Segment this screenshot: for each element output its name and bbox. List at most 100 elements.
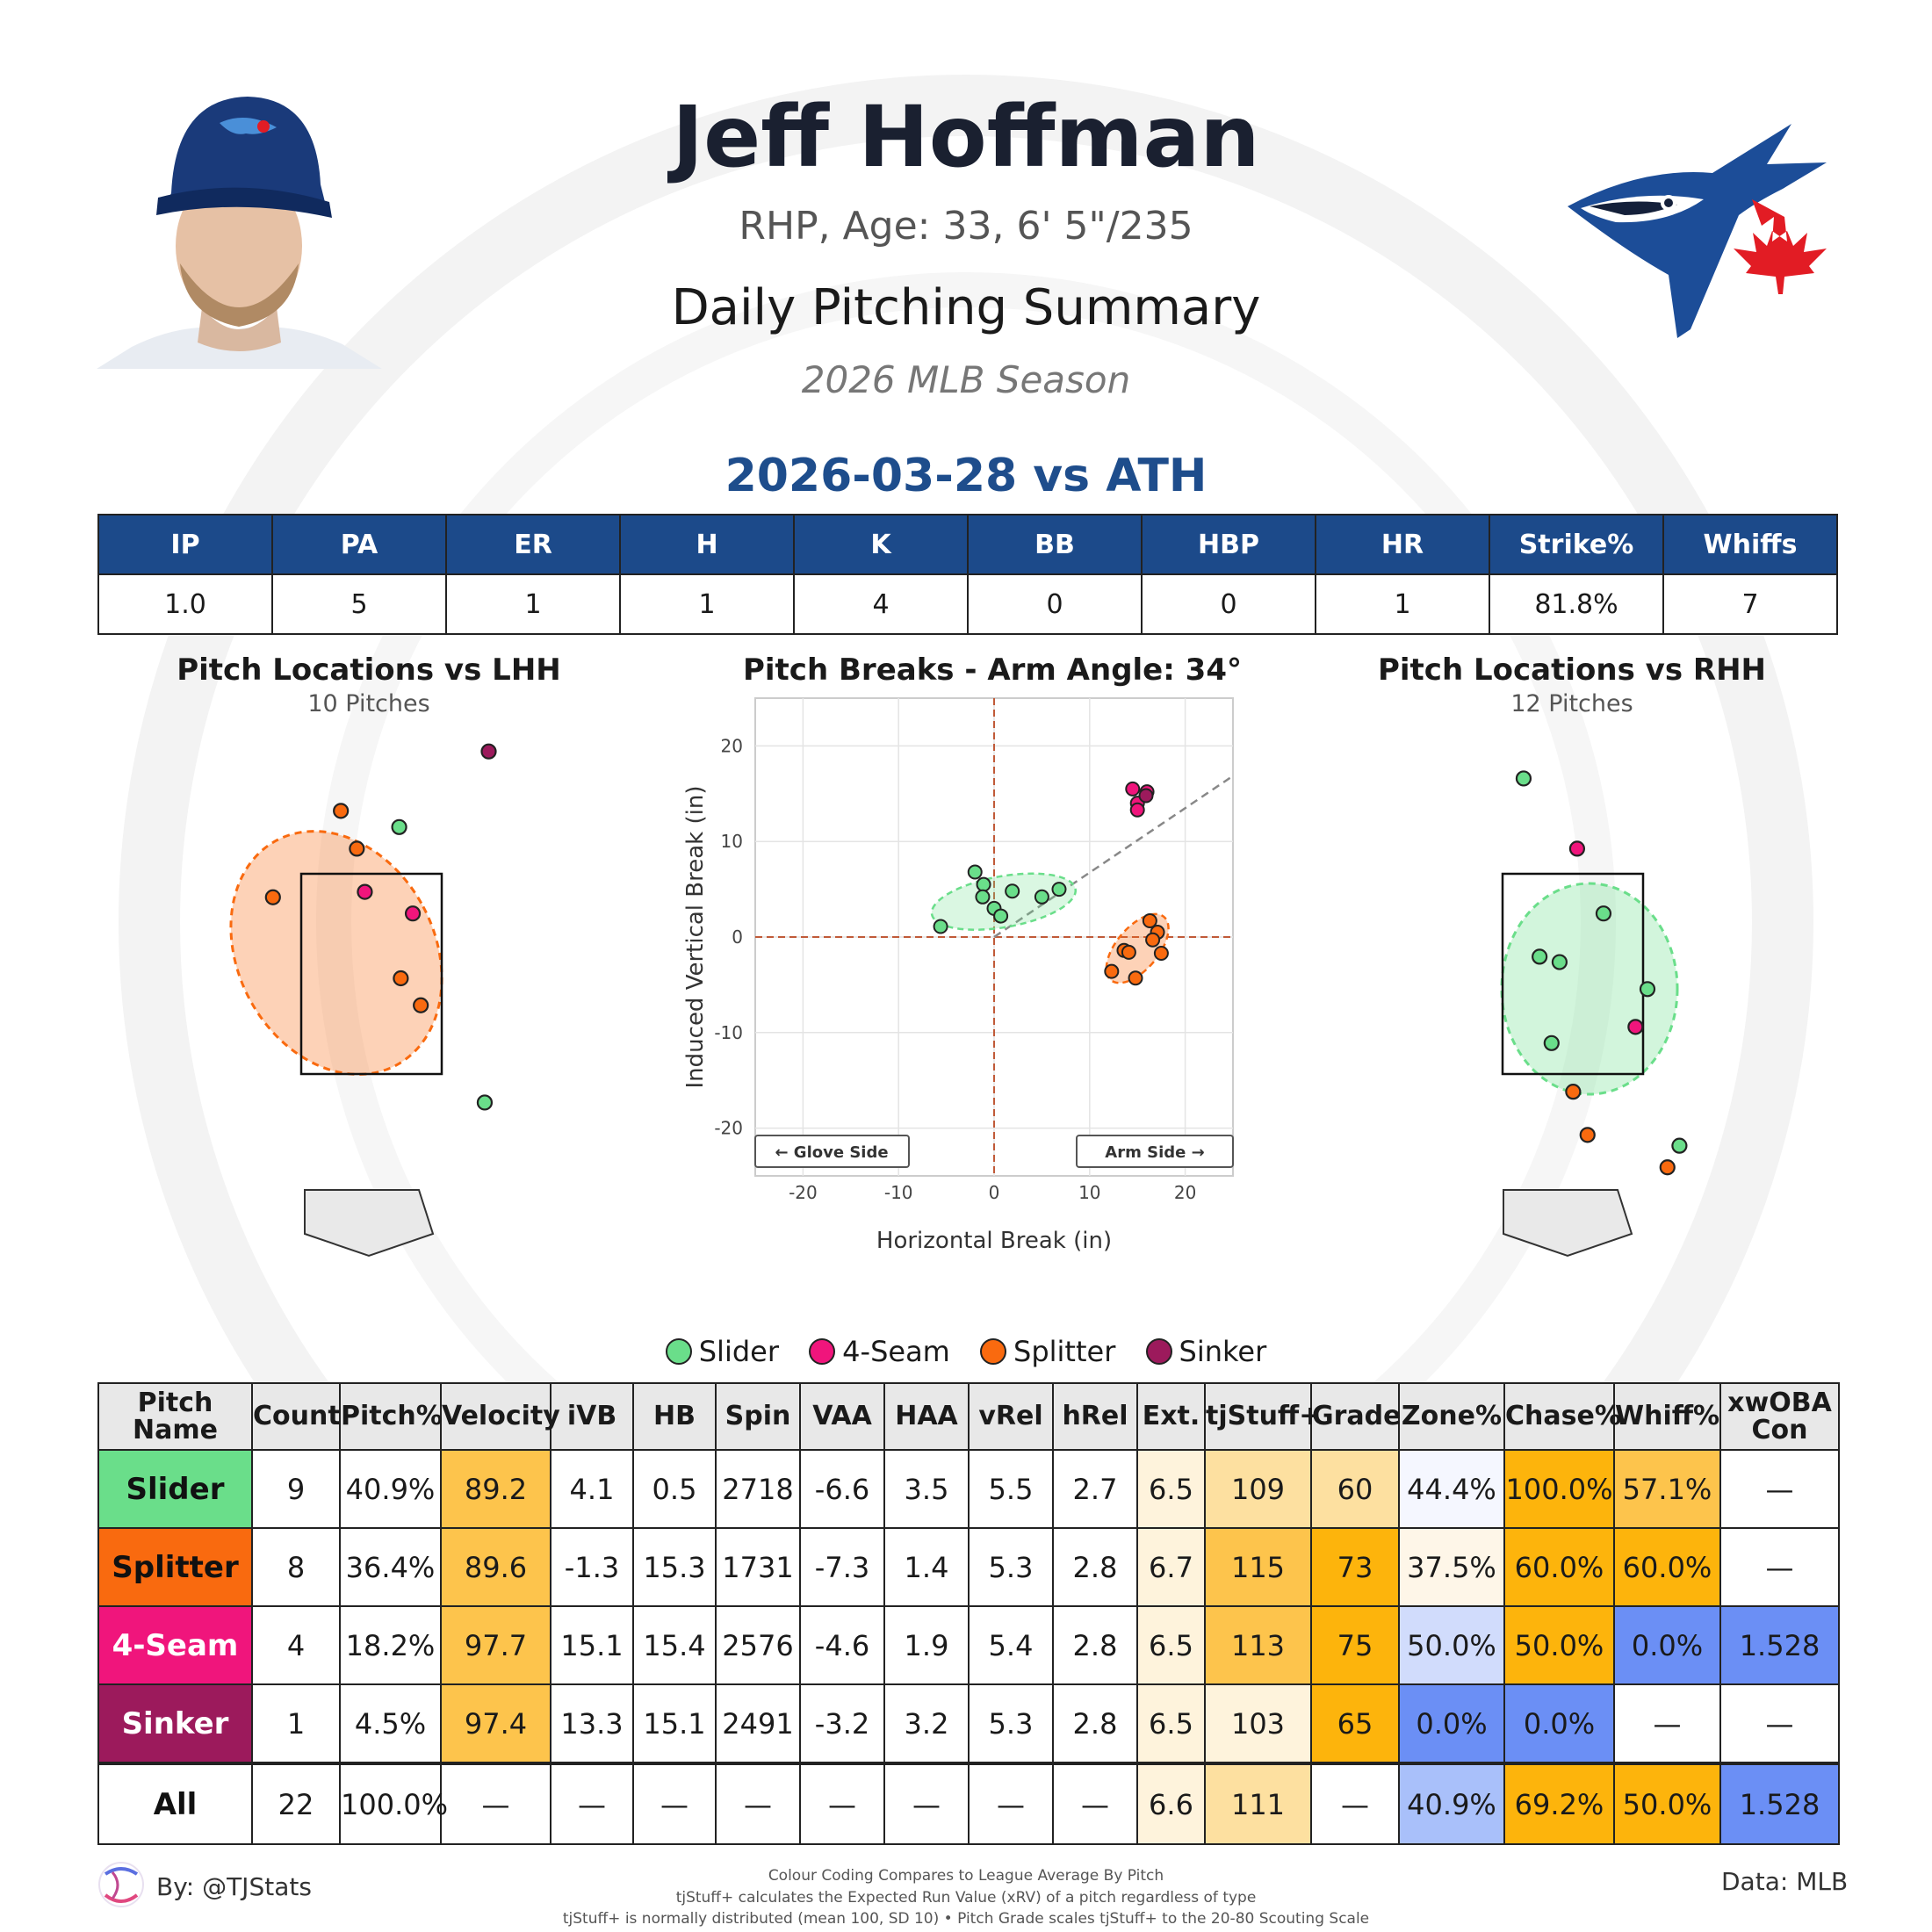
pitch-point-slider: [391, 818, 407, 835]
blue-jays-logo-icon: [1568, 124, 1827, 338]
pitch-table-header-ivb: iVB: [550, 1382, 634, 1451]
slider-cluster-ellipse: [930, 872, 1078, 931]
pitch-metric-cell: 57.1%: [1613, 1449, 1721, 1529]
pitch-metric-cell: 1731: [715, 1527, 801, 1607]
pitch-metric-cell: 89.6: [440, 1527, 551, 1607]
stat-header: HR: [1315, 514, 1490, 575]
pitch-metric-cell: 2.7: [1052, 1449, 1138, 1529]
pitch-table-header-haa: HAA: [883, 1382, 970, 1451]
legend-label: Sinker: [1179, 1335, 1267, 1368]
pitch-table-header-spin: Spin: [715, 1382, 801, 1451]
home-plate: [1503, 1189, 1633, 1258]
player-headshot-icon: [97, 97, 382, 369]
lhh-chart-subtitle: 10 Pitches: [307, 690, 430, 717]
pitch-table-header-hb: HB: [632, 1382, 717, 1451]
pitch-metric-cell: 9: [251, 1449, 341, 1529]
pitch-point-splitter: [393, 970, 409, 987]
pitch-metric-cell: 89.2: [440, 1449, 551, 1529]
legend-item-4-seam: 4-Seam: [809, 1335, 950, 1368]
pitch-metric-cell: -4.6: [799, 1605, 885, 1685]
pitch-metric-cell: 40.9%: [1398, 1762, 1505, 1845]
pitch-name-cell: Sinker: [97, 1683, 253, 1764]
x-tick-label: 20: [1174, 1182, 1196, 1203]
pitch-table-row: Splitter 8 36.4% 89.6 -1.3 15.3 1731 -7.3 1.4 5.3…: [97, 1527, 1840, 1607]
pitch-metric-cell: 2718: [715, 1449, 801, 1529]
lhh-chart-title: Pitch Locations vs LHH: [177, 652, 561, 688]
pitch-table-header-ext-: Ext.: [1136, 1382, 1206, 1451]
legend-item-slider: Slider: [665, 1335, 779, 1368]
pitch-metric-cell: 5.3: [968, 1527, 1054, 1607]
stat-value: 0: [967, 573, 1143, 635]
pitch-metric-cell: —: [1719, 1449, 1840, 1529]
pitch-metric-cell: 1.4: [883, 1527, 970, 1607]
pitch-metric-cell: 73: [1310, 1527, 1400, 1607]
pitch-metric-cell: —: [1719, 1683, 1840, 1764]
pitch-point-slider: [1639, 981, 1656, 998]
pitch-metrics-table: Pitch Name Count Pitch% Velocity iVB HB Spin VA…: [97, 1382, 1840, 1845]
pitch-metric-cell: 44.4%: [1398, 1449, 1505, 1529]
footer-note: tjStuff+ calculates the Expected Run Val…: [675, 1888, 1257, 1907]
pitch-table-row: All 22 100.0% — — — — — — — —6.6 111—40.9% 69.2% 50.0…: [97, 1762, 1840, 1845]
pitch-metric-cell: 0.0%: [1503, 1683, 1615, 1764]
pitch-metric-cell: 6.5: [1136, 1449, 1206, 1529]
pitch-metric-cell: 4: [251, 1605, 341, 1685]
pitch-metric-cell: 15.4: [632, 1605, 717, 1685]
home-plate: [304, 1189, 435, 1258]
pitch-table-header-whiff-: Whiff%: [1613, 1382, 1721, 1451]
pitch-metric-cell: —: [440, 1762, 551, 1845]
pitch-metric-cell: 6.5: [1136, 1605, 1206, 1685]
pitch-metric-cell: 113: [1204, 1605, 1312, 1685]
pitch-metric-cell: 3.5: [883, 1449, 970, 1529]
break-point-slider: [1051, 882, 1067, 898]
pitch-metric-cell: —: [1719, 1527, 1840, 1607]
pitch-table-header-grade: Grade: [1310, 1382, 1401, 1451]
pitch-metric-cell: 3.2: [883, 1683, 970, 1764]
x-tick-label: 10: [1078, 1182, 1100, 1203]
rhh-chart-subtitle: 12 Pitches: [1510, 690, 1633, 717]
pitch-metric-cell: -7.3: [799, 1527, 885, 1607]
footer-notes: Colour Coding Compares to League Average…: [0, 1865, 1932, 1930]
game-title: 2026-03-28 vs ATH: [724, 450, 1208, 502]
legend-item-splitter: Splitter: [980, 1335, 1115, 1368]
break-point-splitter: [1121, 944, 1136, 960]
pitch-name-cell: All: [97, 1762, 253, 1845]
break-point-slider: [933, 919, 948, 934]
pitch-metric-cell: 15.3: [632, 1527, 717, 1607]
pitch-point-slider: [476, 1094, 494, 1111]
pitch-metric-cell: 2576: [715, 1605, 801, 1685]
pitch-name-cell: Splitter: [97, 1527, 253, 1607]
pitch-metric-cell: 2.8: [1052, 1527, 1138, 1607]
pitch-point-splitter: [413, 997, 429, 1013]
pitch-metric-cell: 2.8: [1052, 1683, 1138, 1764]
stat-value: 81.8%: [1489, 573, 1664, 635]
pitch-metric-cell: 15.1: [632, 1683, 717, 1764]
pitch-table-row: 4-Seam 4 18.2% 97.7 15.1 15.4 2576 -4.6 1.9 5.4 2.…: [97, 1605, 1840, 1685]
pitch-metric-cell: 2491: [715, 1683, 801, 1764]
pitch-metric-cell: 36.4%: [339, 1527, 442, 1607]
break-point-splitter: [1153, 945, 1169, 961]
pitch-table-row: Slider 9 40.9% 89.2 4.1 0.5 2718 -6.6 3.5 5.5 2.7 6…: [97, 1449, 1840, 1529]
pitch-name-cell: 4-Seam: [97, 1605, 253, 1685]
pitch-metric-cell: —: [1052, 1762, 1138, 1845]
legend-label: 4-Seam: [842, 1335, 950, 1368]
pitch-metric-cell: 109: [1204, 1449, 1312, 1529]
stat-value: 1: [619, 573, 795, 635]
pitch-table-header-chase-: Chase%: [1503, 1382, 1621, 1451]
tjstats-logo-icon: [98, 1862, 144, 1907]
stat-header: PA: [271, 514, 447, 575]
legend-label: Splitter: [1013, 1335, 1116, 1368]
pitch-metric-cell: —: [632, 1762, 717, 1845]
legend-marker: [980, 1338, 1007, 1365]
pitch-point-slider: [1551, 954, 1568, 970]
player-name: Jeff Hoffman: [672, 88, 1260, 186]
stat-value: 1: [1315, 573, 1490, 635]
legend-marker: [809, 1338, 836, 1365]
arm-side-label: Arm Side →: [1105, 1143, 1204, 1162]
pitch-metric-cell: 2.8: [1052, 1605, 1138, 1685]
pitch-metric-cell: 6.6: [1136, 1762, 1206, 1845]
x-tick-label: -20: [789, 1182, 818, 1203]
pitch-metric-cell: 22: [251, 1762, 341, 1845]
pitch-point-slider: [1532, 948, 1548, 965]
pitch-point-sinker: [480, 743, 497, 760]
legend-marker: [1145, 1338, 1172, 1365]
